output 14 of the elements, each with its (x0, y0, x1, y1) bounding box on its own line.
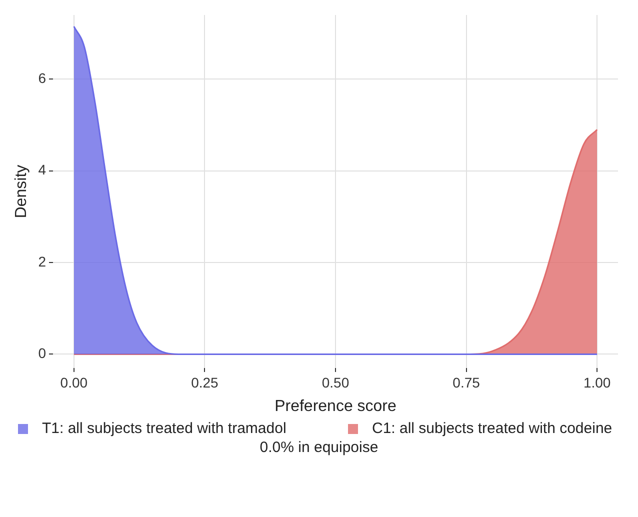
y-tick-label: 6 (38, 70, 46, 86)
x-tick-label: 0.50 (322, 374, 350, 390)
legend-label: C1: all subjects treated with codeine (372, 420, 612, 437)
x-axis-title: Preference score (274, 398, 397, 415)
y-tick-label: 2 (38, 253, 46, 270)
x-tick-label: 0.00 (60, 374, 88, 390)
y-tick-label: 4 (38, 162, 46, 178)
legend-label: T1: all subjects treated with tramadol (42, 420, 286, 437)
x-tick-label: 0.25 (191, 374, 219, 390)
x-tick-label: 0.75 (452, 374, 480, 390)
x-tick-label: 1.00 (583, 374, 611, 390)
text: 0.0% in equipoise (258, 439, 380, 456)
y-tick-label: 0 (38, 345, 46, 362)
y-axis-title: Density (13, 164, 30, 218)
